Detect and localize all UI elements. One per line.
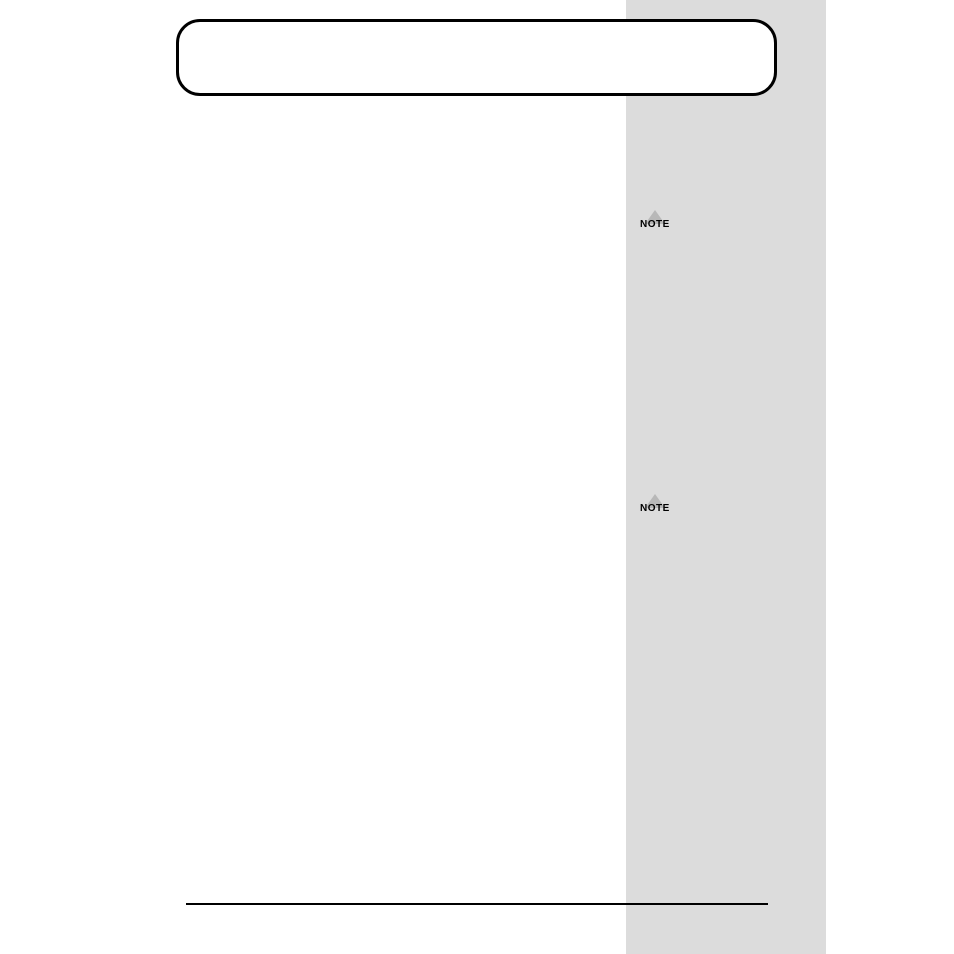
footer-divider (186, 903, 768, 905)
note-label: NOTE (640, 503, 670, 514)
title-box (176, 19, 777, 96)
sidebar-column (626, 0, 826, 954)
note-callout-2: NOTE (640, 494, 670, 514)
page-container: NOTE NOTE (0, 0, 954, 954)
note-callout-1: NOTE (640, 210, 670, 230)
note-label: NOTE (640, 219, 670, 230)
